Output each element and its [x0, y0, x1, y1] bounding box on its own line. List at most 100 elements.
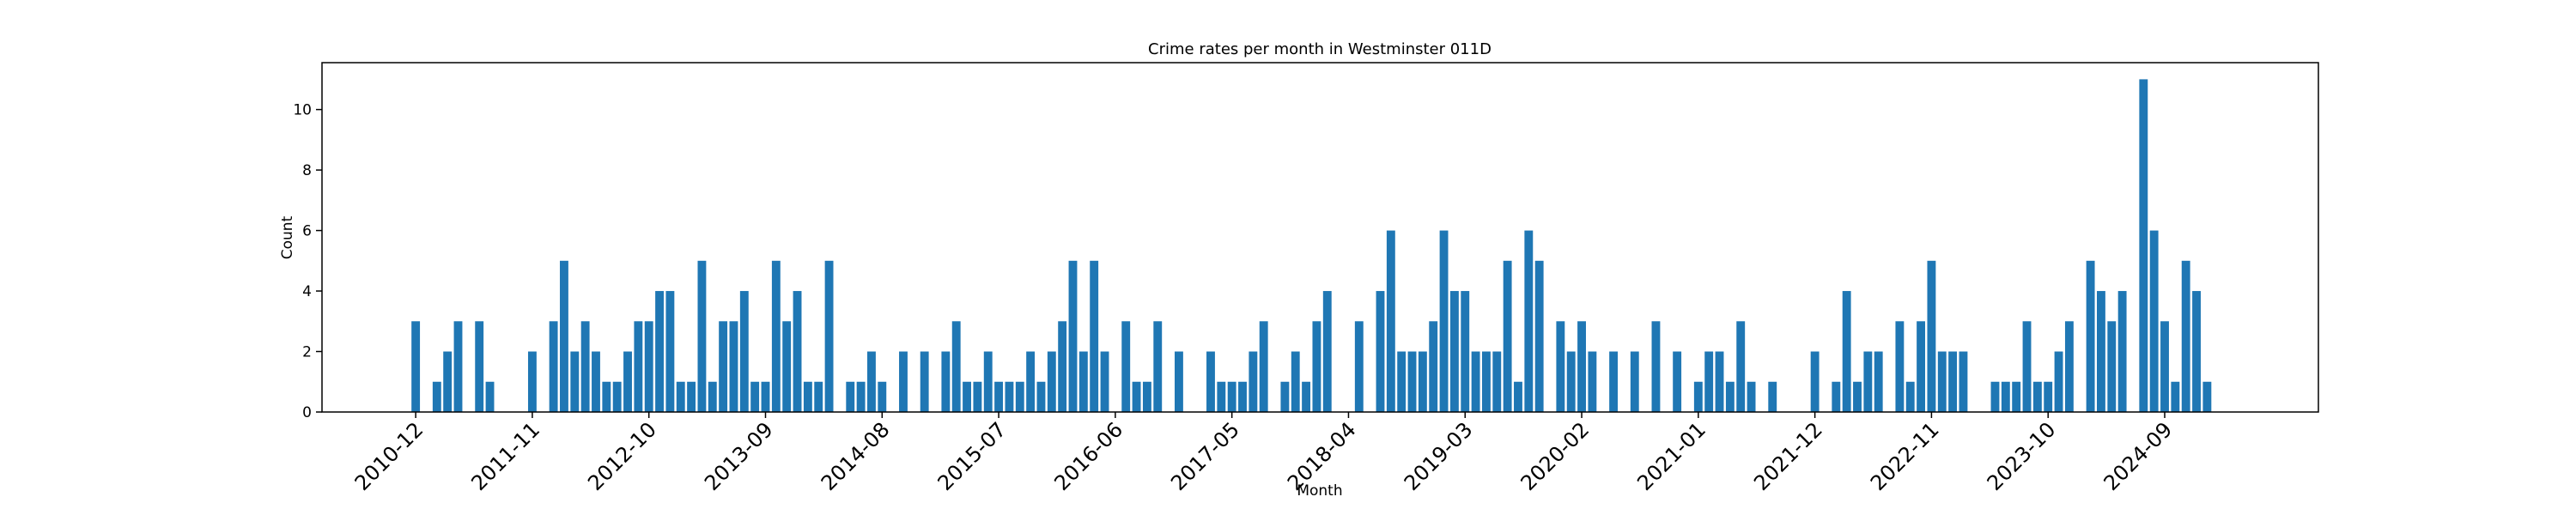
bar — [1302, 381, 1311, 412]
chart-title: Crime rates per month in Westminster 011… — [1148, 40, 1492, 58]
x-tick-label: 2021-01 — [1632, 417, 1710, 495]
bar — [1354, 321, 1364, 412]
bar — [1810, 351, 1820, 412]
bar — [527, 351, 537, 412]
bar — [899, 351, 908, 412]
bar — [1990, 381, 2000, 412]
x-tick-label: 2013-09 — [700, 417, 778, 495]
y-tick-label: 6 — [302, 223, 312, 240]
bar — [665, 291, 675, 412]
bar — [2107, 321, 2117, 412]
bar — [793, 291, 802, 412]
bar — [549, 321, 558, 412]
x-tick-label: 2024-09 — [2099, 417, 2178, 495]
x-tick-label: 2012-10 — [583, 417, 661, 495]
bar — [1704, 351, 1714, 412]
bar — [1259, 321, 1268, 412]
x-axis-label: Month — [1297, 482, 1342, 500]
bar — [1503, 260, 1512, 412]
x-tick-label: 2020-02 — [1516, 417, 1595, 495]
x-tick-label: 2011-11 — [466, 417, 544, 495]
bar — [1005, 381, 1014, 412]
bar — [1206, 351, 1215, 412]
bar — [2086, 260, 2095, 412]
bar — [1132, 381, 1141, 412]
bar — [1418, 351, 1427, 412]
bar — [1249, 351, 1258, 412]
bar — [1121, 321, 1131, 412]
bar — [1715, 351, 1724, 412]
bar — [983, 351, 993, 412]
bar — [1217, 381, 1226, 412]
bar — [1036, 381, 1046, 412]
bar — [560, 260, 568, 412]
bar — [1068, 260, 1078, 412]
bar — [2192, 291, 2201, 412]
x-tick-label: 2010-12 — [350, 417, 428, 495]
y-tick-label: 0 — [302, 404, 312, 421]
bar — [1673, 351, 1682, 412]
bar — [1058, 321, 1067, 412]
bar — [2022, 321, 2032, 412]
bar — [411, 321, 421, 412]
bar — [941, 351, 951, 412]
bar — [1588, 351, 1597, 412]
bar — [1078, 351, 1088, 412]
bar — [1959, 351, 1968, 412]
bar — [1917, 321, 1926, 412]
bar — [2202, 381, 2212, 412]
bar — [920, 351, 929, 412]
bar — [2001, 381, 2010, 412]
bar — [1439, 230, 1449, 412]
bar — [1322, 291, 1332, 412]
bar — [1534, 260, 1544, 412]
bar — [761, 381, 770, 412]
bar — [994, 381, 1004, 412]
bar — [592, 351, 600, 412]
y-tick-label: 2 — [302, 344, 312, 361]
bar — [580, 321, 590, 412]
bar — [729, 321, 738, 412]
bar — [1725, 381, 1735, 412]
bar — [1407, 351, 1417, 412]
bar — [803, 381, 812, 412]
bar — [973, 381, 982, 412]
bar — [1238, 381, 1247, 412]
bar — [1291, 351, 1300, 412]
bar — [1905, 381, 1915, 412]
y-tick-label: 10 — [293, 102, 312, 119]
bar — [2054, 351, 2063, 412]
bar — [814, 381, 823, 412]
y-tick-label: 4 — [302, 283, 312, 300]
bar — [1153, 321, 1163, 412]
bar — [475, 321, 484, 412]
bar — [570, 351, 580, 412]
bar — [2117, 291, 2127, 412]
bar — [1175, 351, 1183, 412]
bar — [634, 321, 643, 412]
bar — [708, 381, 717, 412]
bar — [687, 381, 696, 412]
bar — [1556, 321, 1565, 412]
bar — [824, 260, 834, 412]
bar — [1736, 321, 1746, 412]
bar — [1853, 381, 1862, 412]
bar — [1280, 381, 1290, 412]
bar — [1895, 321, 1905, 412]
plot-frame — [321, 62, 2319, 413]
bar — [1630, 351, 1639, 412]
bar — [782, 321, 792, 412]
bar — [750, 381, 760, 412]
bar — [1312, 321, 1321, 412]
bar — [739, 291, 749, 412]
x-tick-label: 2023-10 — [1983, 417, 2061, 495]
bar — [1227, 381, 1236, 412]
bar — [1927, 260, 1936, 412]
y-axis-label: Count — [279, 215, 296, 259]
bar — [1397, 351, 1406, 412]
bar — [2181, 260, 2190, 412]
x-tick-label: 2022-11 — [1866, 417, 1944, 495]
x-tick-label: 2021-12 — [1749, 417, 1827, 495]
bar — [867, 351, 876, 412]
